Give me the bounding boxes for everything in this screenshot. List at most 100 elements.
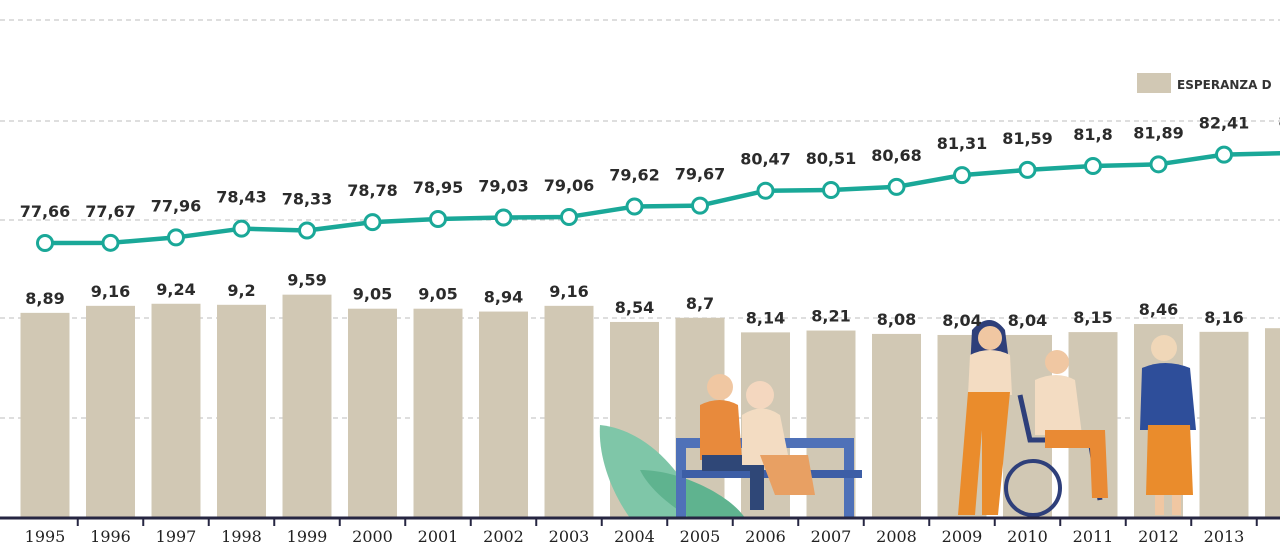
x-tick-label-2001: 2001 [418, 527, 459, 546]
legend-label: ESPERANZA D [1177, 78, 1272, 92]
elder-woman-leg-2 [1172, 495, 1181, 515]
caregiver-head [978, 326, 1002, 350]
bar-2013 [1199, 331, 1249, 518]
seated-man-legs [1045, 430, 1108, 498]
line-label-2007: 80,51 [806, 149, 857, 168]
bar-1999 [282, 294, 332, 518]
line-label-2000: 78,78 [347, 181, 398, 200]
woman-torso [742, 408, 790, 465]
bar-label-2000: 9,05 [353, 285, 392, 304]
line-label-2006: 80,47 [740, 150, 791, 169]
bar-label-2009: 8,04 [942, 311, 981, 330]
bar-value-labels: 8,89 9,16 9,24 9,2 9,59 9,05 9,05 8,94 9,16 8,54 8… [25, 271, 1243, 330]
caregiver-legs [958, 392, 1010, 515]
line-label-2005: 79,67 [675, 165, 726, 184]
x-tick-label-2004: 2004 [614, 527, 655, 546]
bar-label-1997: 9,24 [156, 280, 195, 299]
x-tick-label-2000: 2000 [352, 527, 393, 546]
elderly-people-illustration [599, 320, 1196, 518]
x-tick-label-2007: 2007 [811, 527, 852, 546]
line-label-2004: 79,62 [609, 166, 660, 185]
x-tick-label-2009: 2009 [942, 527, 983, 546]
man-head [707, 374, 733, 400]
bar-label-2004: 8,54 [615, 298, 654, 317]
line-point-2003 [560, 207, 578, 226]
elder-woman-head [1151, 335, 1177, 361]
legend: ESPERANZA D [1137, 73, 1272, 93]
line-point-2008 [887, 177, 906, 196]
elder-woman-skirt [1146, 425, 1193, 495]
bar-2008 [872, 333, 921, 518]
line-point-2001 [429, 210, 447, 229]
line-label-1997: 77,96 [151, 196, 202, 215]
bar-label-2006: 8,14 [746, 308, 785, 327]
man-shin [750, 465, 764, 510]
x-tick-label-1997: 1997 [156, 527, 197, 546]
man-torso [700, 400, 742, 460]
x-tick-label-2010: 2010 [1007, 527, 1048, 546]
line-label-1998: 78,43 [216, 188, 267, 207]
bar-label-2013: 8,16 [1204, 308, 1243, 327]
line-label-1996: 77,67 [85, 202, 136, 221]
line-label-2011: 81,8 [1073, 125, 1112, 144]
x-tick-label-1996: 1996 [90, 527, 131, 546]
elder-woman-leg-1 [1155, 495, 1164, 515]
x-tick-label-1998: 1998 [221, 527, 262, 546]
line-point-2004 [625, 197, 644, 216]
bar-20 [1265, 328, 1280, 518]
bar-1998 [217, 304, 266, 518]
line-point-2007 [822, 180, 840, 199]
x-tick-label-2005: 2005 [680, 527, 721, 546]
line-point-1999 [298, 221, 316, 240]
bar-label-2007: 8,21 [811, 307, 850, 326]
bar-label-2008: 8,08 [877, 310, 916, 329]
line-label-2008: 80,68 [871, 146, 922, 165]
x-tick-label-2003: 2003 [549, 527, 590, 546]
wheelchair-wheel [1004, 459, 1062, 517]
line-point-2006 [756, 181, 775, 200]
caregiver-torso [968, 350, 1012, 395]
bar-label-1998: 9,2 [227, 281, 255, 300]
woman-head [746, 381, 774, 409]
line-point-1995 [36, 234, 54, 252]
line-label-2003: 79,06 [544, 176, 595, 195]
bar-label-2001: 9,05 [418, 285, 457, 304]
bar-2003 [544, 305, 594, 518]
line-label-2002: 79,03 [478, 177, 529, 196]
bar-label-2010: 8,04 [1008, 311, 1047, 330]
line-point-2005 [691, 196, 709, 215]
x-tick-label-2008: 2008 [876, 527, 917, 546]
bench-back-left [676, 438, 686, 518]
line-point-1998 [232, 219, 251, 238]
x-tick-label-2013: 2013 [1204, 527, 1245, 546]
x-tick-label-1999: 1999 [287, 527, 328, 546]
x-axis: 1995 1996 1997 1998 1999 2000 2001 2002 2003 2004… [0, 516, 1280, 546]
line-point-2009 [953, 166, 971, 185]
legend-swatch [1137, 73, 1171, 93]
bar-label-2011: 8,15 [1073, 308, 1112, 327]
x-tick-label-2002: 2002 [483, 527, 524, 546]
line-point-1996 [101, 233, 120, 252]
plant-leaf-2 [640, 470, 745, 518]
line-point-2012 [1149, 155, 1168, 174]
bar-label-2005: 8,7 [686, 294, 714, 313]
line-point-2010 [1018, 160, 1037, 179]
line-point-2002 [494, 208, 513, 227]
line-point-2013 [1215, 145, 1233, 164]
line-point-2011 [1084, 156, 1102, 175]
line-label-2012: 81,89 [1133, 123, 1184, 142]
bar-2001 [413, 308, 463, 518]
line-label-2009: 81,31 [937, 134, 988, 153]
x-tick-label-1995: 1995 [25, 527, 66, 546]
x-tick-label-2006: 2006 [745, 527, 786, 546]
bar-label-2003: 9,16 [549, 282, 588, 301]
bar-label-2012: 8,46 [1139, 300, 1178, 319]
bar-label-1996: 9,16 [91, 282, 130, 301]
line-series [36, 145, 1280, 252]
line-point-2000 [363, 213, 382, 232]
line-label-2010: 81,59 [1002, 129, 1053, 148]
seated-man-head [1045, 350, 1069, 374]
line-label-1999: 78,33 [282, 190, 333, 209]
